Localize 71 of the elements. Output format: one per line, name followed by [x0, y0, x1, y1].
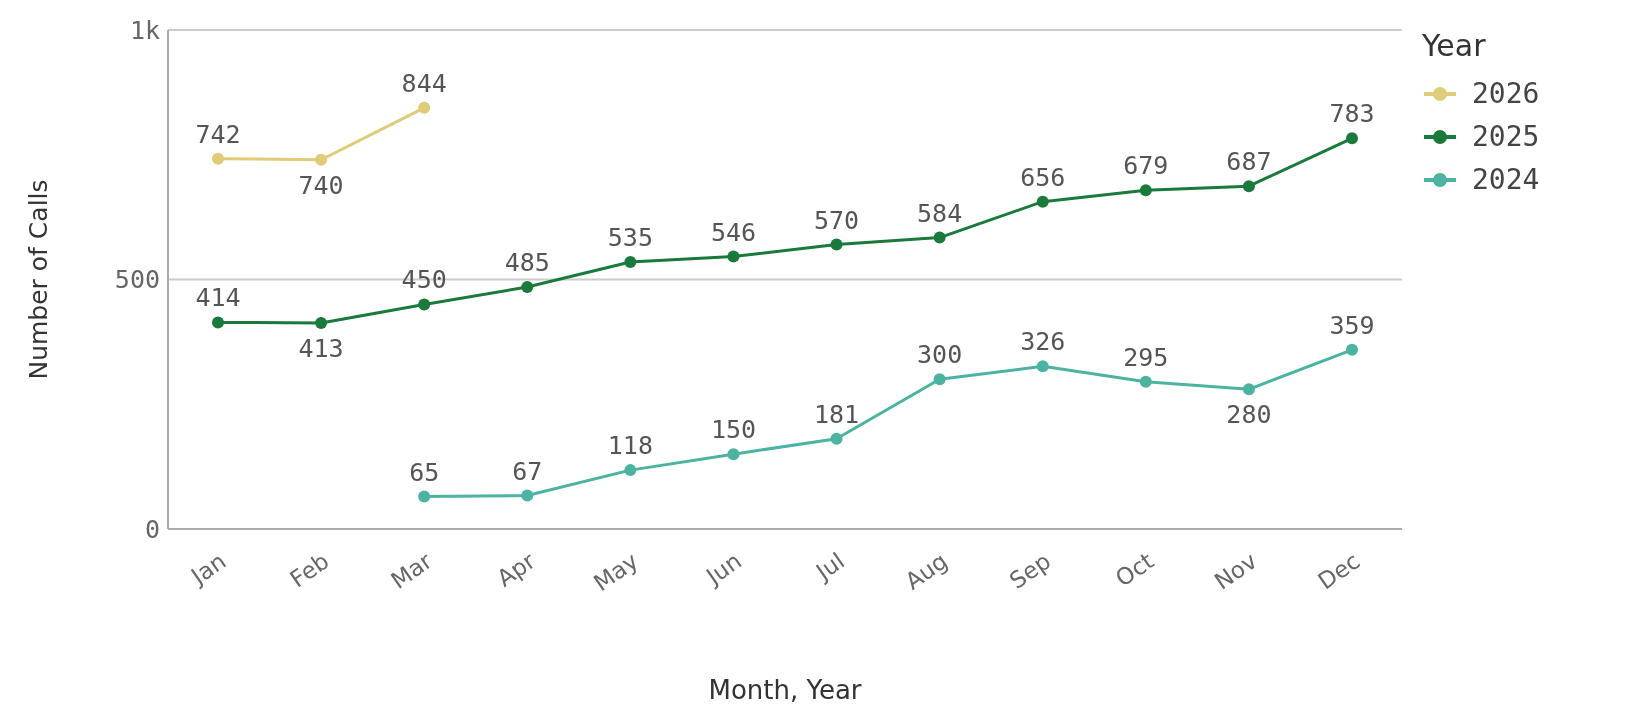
point [1242, 383, 1255, 396]
point [212, 316, 224, 329]
data-label: 414 [195, 283, 241, 313]
data-label: 656 [1020, 162, 1066, 192]
x-tick-label: Jan [184, 547, 231, 591]
x-tick-label: Jul [809, 547, 850, 586]
point [933, 373, 946, 386]
point [418, 490, 431, 503]
data-label: 450 [401, 265, 447, 295]
y-tick-label: 0 [144, 514, 160, 544]
legend-label: 2024 [1472, 163, 1540, 196]
data-label: 359 [1329, 310, 1375, 340]
data-label: 535 [607, 223, 653, 253]
point [212, 152, 224, 165]
x-tick-label: Dec [1313, 547, 1365, 595]
x-tick-label: Jun [699, 547, 746, 591]
point [1139, 184, 1152, 197]
data-label: 300 [917, 340, 963, 370]
y-tick-label: 1k [129, 15, 160, 45]
data-label: 118 [607, 431, 653, 461]
data-label: 742 [195, 119, 241, 149]
data-label: 584 [917, 198, 963, 228]
data-label: 687 [1226, 147, 1272, 177]
point [624, 256, 637, 269]
x-tick-label: Mar [386, 547, 438, 594]
data-label: 181 [813, 399, 860, 429]
data-label: 67 [512, 456, 543, 486]
data-label: 546 [710, 217, 757, 247]
point [1242, 180, 1255, 193]
data-label: 740 [298, 170, 344, 200]
point [315, 153, 328, 166]
point [1346, 132, 1358, 145]
point [727, 250, 740, 263]
legend-title: Year [1422, 28, 1487, 63]
point [727, 448, 740, 461]
point [1036, 195, 1049, 208]
x-tick-label: Aug [900, 547, 953, 595]
data-label: 679 [1123, 151, 1169, 181]
point [315, 316, 328, 329]
point [1346, 343, 1358, 356]
x-tick-label: Sep [1004, 547, 1056, 594]
data-label: 783 [1329, 99, 1375, 129]
y-tick-label: 500 [114, 265, 160, 295]
data-label: 413 [298, 333, 344, 363]
point [1139, 375, 1152, 388]
point [624, 464, 637, 477]
data-label: 570 [813, 205, 860, 235]
y-axis-title: Number of Calls [23, 179, 53, 380]
point [521, 280, 534, 293]
x-tick-label: Nov [1209, 547, 1262, 595]
x-axis-title: Month, Year [708, 675, 862, 705]
point [830, 432, 843, 445]
point [418, 298, 431, 311]
point [521, 489, 534, 502]
point [933, 231, 946, 244]
x-tick-label: May [588, 547, 643, 597]
x-tick-label: Apr [492, 547, 541, 592]
data-label: 280 [1226, 400, 1272, 430]
x-tick-label: Feb [285, 547, 334, 593]
data-label: 65 [409, 457, 440, 487]
point [418, 101, 431, 114]
x-tick-label: Oct [1110, 547, 1159, 592]
point [1036, 360, 1049, 373]
point [830, 238, 843, 251]
data-label: 295 [1123, 342, 1169, 372]
legend-label: 2026 [1472, 77, 1540, 110]
data-label: 485 [504, 247, 550, 277]
data-label: 326 [1020, 327, 1066, 357]
legend-label: 2025 [1472, 120, 1540, 153]
data-label: 150 [710, 415, 757, 445]
data-label: 844 [401, 68, 447, 98]
